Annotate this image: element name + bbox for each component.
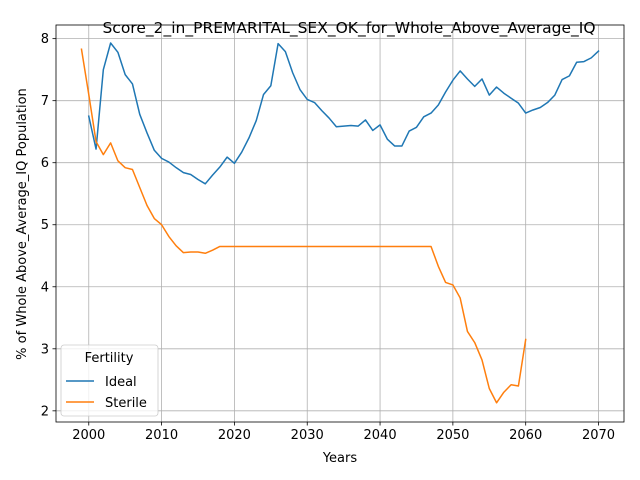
y-tick-label: 7 bbox=[41, 94, 49, 109]
legend-label-sterile: Sterile bbox=[105, 396, 147, 411]
series-line-sterile bbox=[80, 48, 527, 404]
grid bbox=[56, 25, 624, 422]
x-tick-label: 2020 bbox=[218, 428, 251, 443]
legend: Fertility Ideal Sterile bbox=[60, 344, 159, 417]
y-axis: 2 3 4 5 6 7 8 bbox=[41, 32, 56, 419]
y-tick-label: 3 bbox=[41, 342, 49, 357]
x-tick-label: 2010 bbox=[145, 428, 178, 443]
x-tick-label: 2000 bbox=[72, 428, 105, 443]
y-axis-label: % of Whole Above_Average_IQ Population bbox=[15, 88, 30, 360]
legend-box bbox=[60, 344, 159, 417]
x-axis-label: Years bbox=[322, 451, 358, 466]
series-layer bbox=[80, 42, 600, 404]
x-tick-label: 2070 bbox=[582, 428, 615, 443]
series-line-ideal bbox=[87, 42, 600, 185]
x-tick-label: 2050 bbox=[436, 428, 469, 443]
legend-title: Fertility bbox=[85, 351, 134, 366]
y-tick-label: 2 bbox=[41, 404, 49, 419]
y-tick-label: 4 bbox=[41, 280, 49, 295]
plot-frame bbox=[55, 24, 625, 423]
y-tick-label: 8 bbox=[41, 32, 49, 47]
x-tick-label: 2040 bbox=[364, 428, 397, 443]
x-tick-label: 2030 bbox=[291, 428, 324, 443]
chart-title: Score_2_in_PREMARITAL_SEX_OK_for_Whole_A… bbox=[102, 19, 595, 38]
y-tick-label: 5 bbox=[41, 218, 49, 233]
x-axis: 2000 2010 2020 2030 2040 2050 2060 2070 bbox=[72, 422, 615, 443]
y-tick-label: 6 bbox=[41, 156, 49, 171]
legend-label-ideal: Ideal bbox=[105, 375, 137, 390]
x-tick-label: 2060 bbox=[509, 428, 542, 443]
